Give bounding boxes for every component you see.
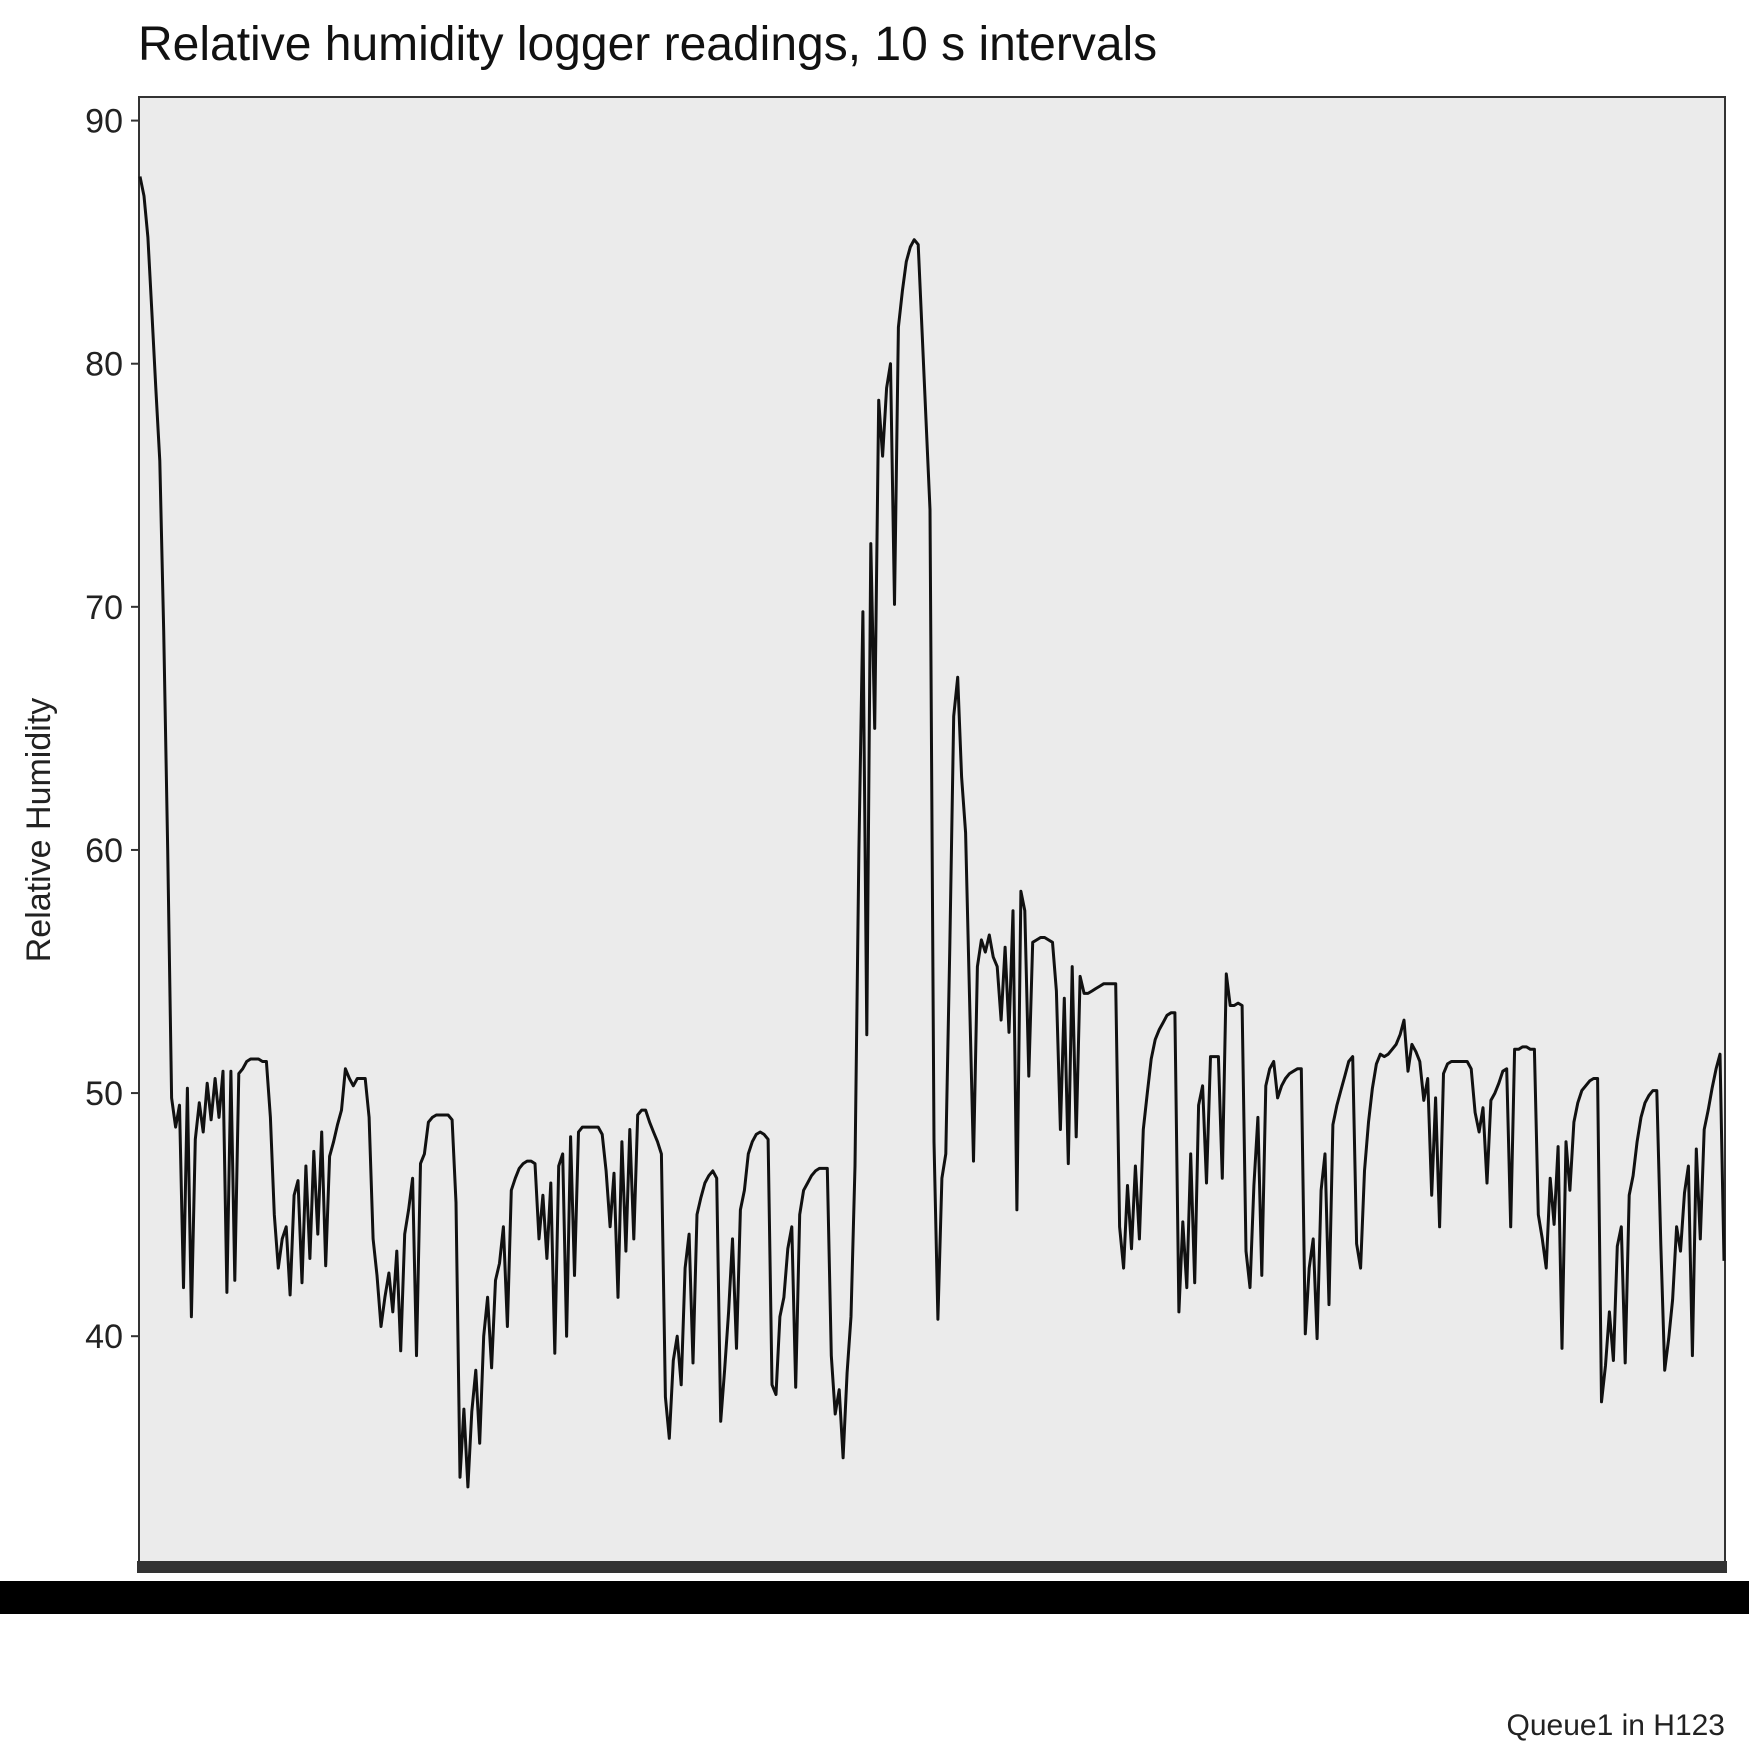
y-axis-title: Relative Humidity — [20, 698, 58, 963]
y-tick-label: 40 — [85, 1318, 123, 1356]
x-axis-rug — [137, 1561, 1727, 1573]
y-tick-label: 90 — [85, 103, 123, 141]
series-layer — [138, 176, 1726, 1489]
y-tick-label: 60 — [85, 832, 123, 870]
y-axis: 40 50 60 70 80 90 — [85, 103, 139, 1356]
chart-title: Relative humidity logger readings, 10 s … — [138, 18, 1157, 71]
chart-caption: Queue1 in H123 — [1507, 1709, 1726, 1742]
y-tick-label: 50 — [85, 1075, 123, 1113]
x-axis-bar — [0, 1581, 1749, 1614]
y-tick-label: 80 — [85, 346, 123, 384]
y-tick-label: 70 — [85, 589, 123, 627]
series-line — [138, 176, 1726, 1489]
